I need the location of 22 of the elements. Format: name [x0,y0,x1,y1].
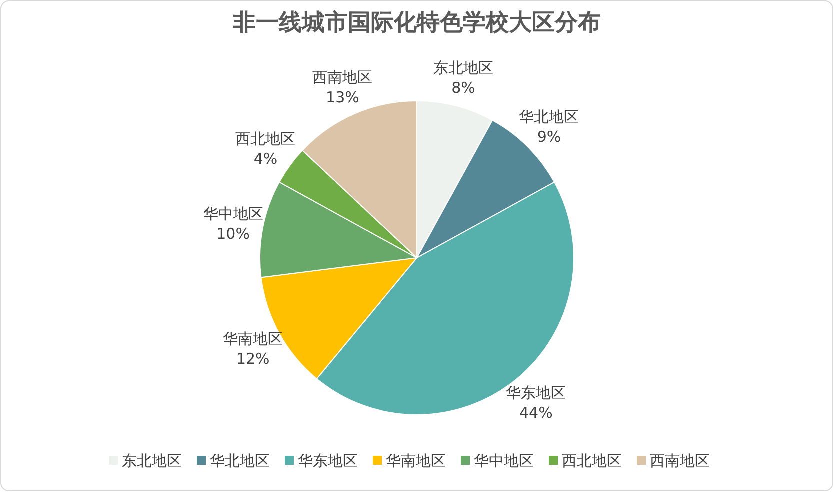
legend-label: 东北地区 [122,452,182,470]
slice-label: 华中地区 [203,204,264,223]
legend-label: 华北地区 [210,452,270,470]
legend-label: 西南地区 [650,452,710,470]
slice-label: 西南地区 [312,68,373,86]
legend-label: 华东地区 [298,452,358,470]
data-label: 44% [520,404,553,422]
legend-label: 西北地区 [562,452,622,470]
data-label: 12% [236,350,270,368]
legend-label: 华南地区 [386,452,446,470]
data-label: 13% [326,88,360,106]
slice-label: 华南地区 [223,330,284,348]
slice-label: 东北地区 [434,58,494,77]
slice-label: 华东地区 [506,384,566,402]
data-label: 8% [452,78,476,97]
data-label: 9% [537,128,562,146]
data-label: 4% [254,150,278,168]
slice-label: 华北地区 [519,108,580,126]
legend-label: 华中地区 [474,452,534,470]
data-label: 10% [216,224,250,243]
chart-title: 非一线城市国际化特色学校大区分布 [232,9,601,36]
slice-label: 西北地区 [236,130,296,148]
